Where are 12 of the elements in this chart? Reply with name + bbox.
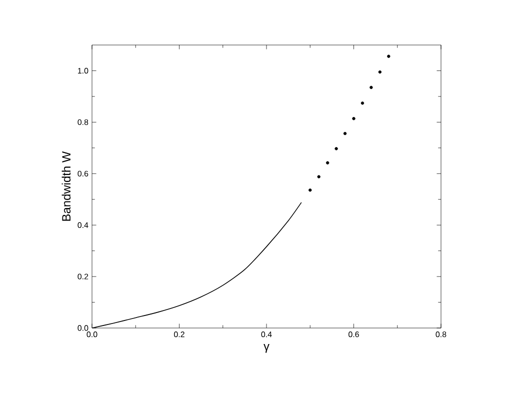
x-axis-title: γ bbox=[264, 344, 270, 353]
point bbox=[378, 70, 382, 74]
point bbox=[326, 161, 330, 164]
point bbox=[317, 175, 320, 178]
point bbox=[387, 54, 390, 58]
point bbox=[343, 132, 347, 136]
point bbox=[352, 116, 356, 120]
point bbox=[370, 86, 373, 90]
point bbox=[334, 147, 338, 150]
point bbox=[308, 188, 312, 192]
point bbox=[360, 102, 364, 105]
y-axis-title: Bandwidth W bbox=[62, 151, 71, 221]
